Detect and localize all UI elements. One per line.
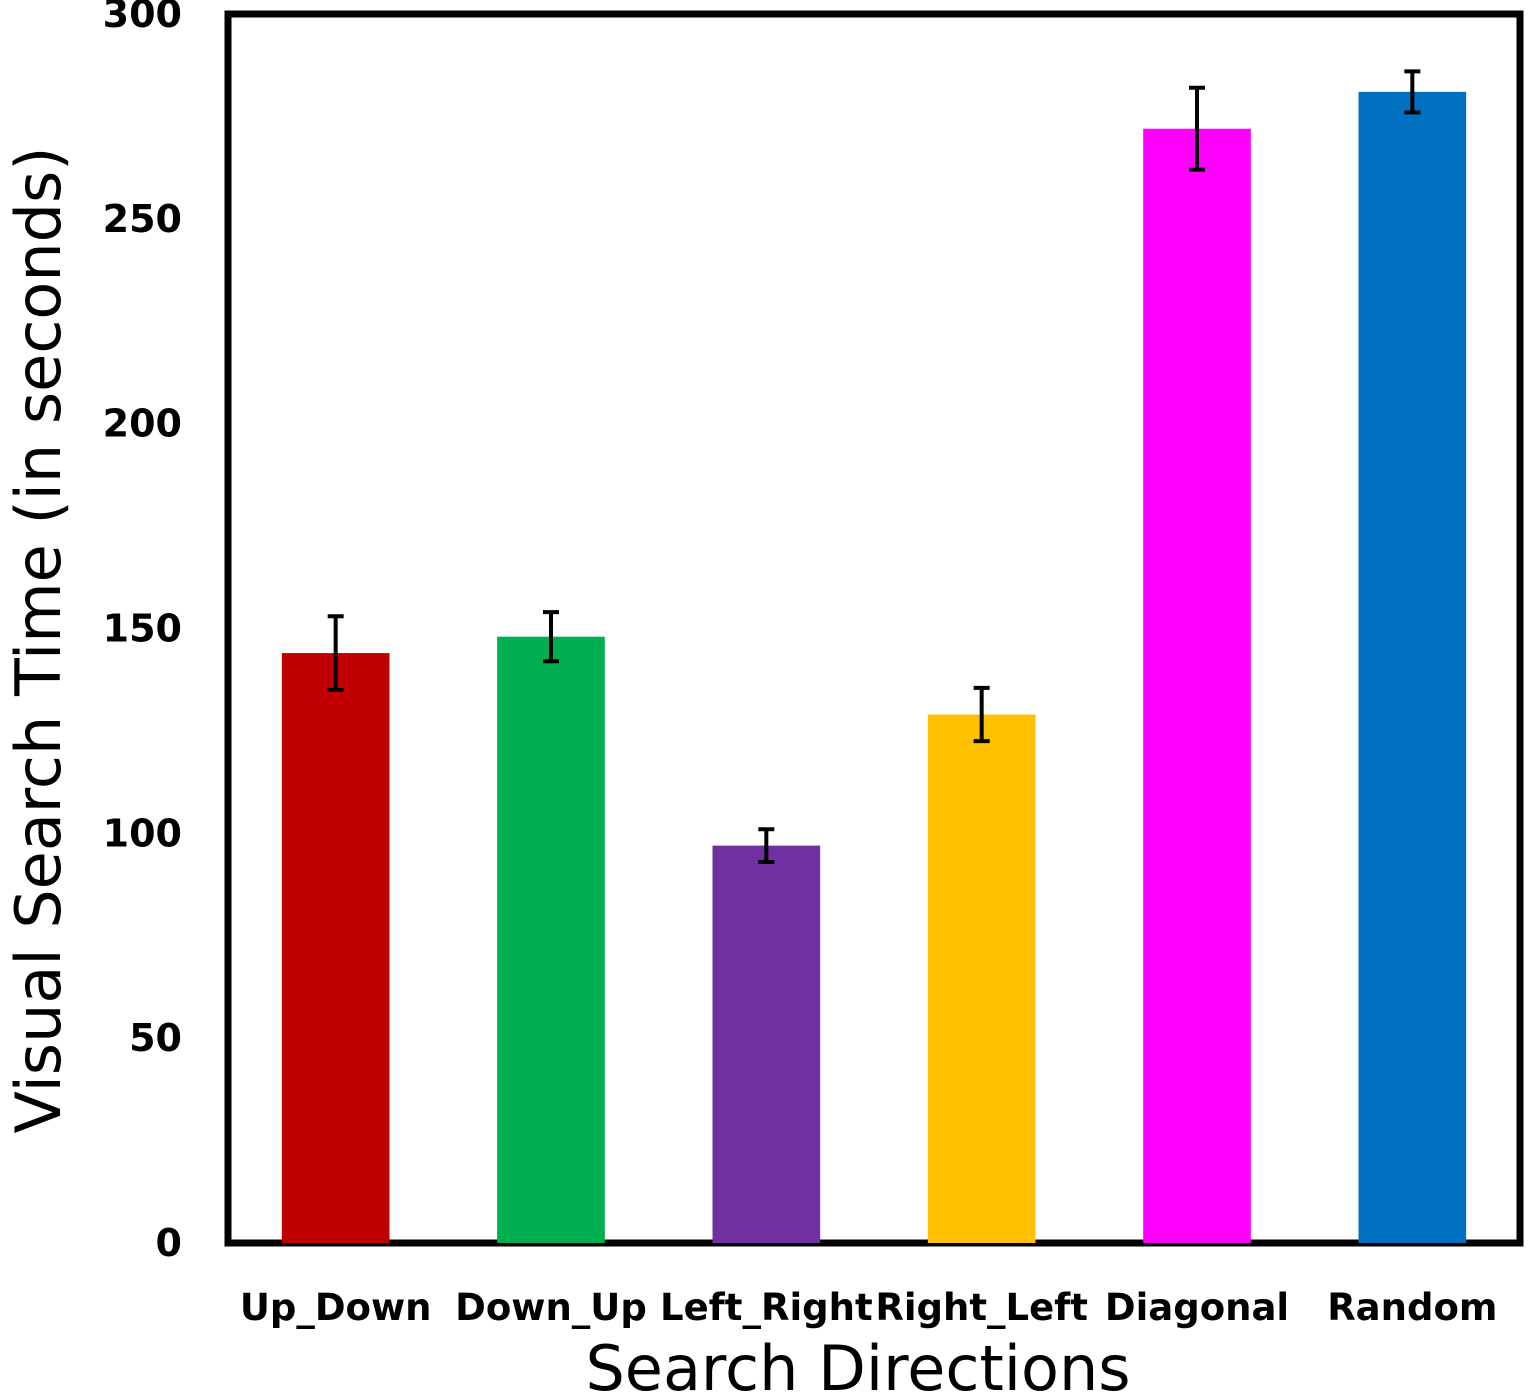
x-tick-label: Up_Down	[240, 1286, 432, 1329]
y-tick-label: 150	[103, 607, 182, 651]
x-tick-label: Down_Up	[455, 1286, 647, 1329]
y-tick-label: 0	[156, 1221, 182, 1265]
bar-diagonal	[1143, 128, 1251, 1243]
y-tick-label: 100	[103, 811, 182, 855]
x-tick-label: Diagonal	[1105, 1286, 1289, 1329]
bar-left-right	[712, 845, 821, 1243]
error-bar-down-up	[543, 610, 559, 664]
x-axis-title: Search Directions	[585, 1332, 1130, 1399]
x-tick-label: Right_Left	[875, 1286, 1088, 1329]
y-axis-title: Visual Search Time (in seconds)	[2, 147, 75, 1134]
error-bar-right-left	[973, 685, 990, 744]
x-tick-label: Random	[1327, 1286, 1497, 1329]
x-tick-label: Left_Right	[660, 1286, 873, 1329]
bar-down-up	[497, 636, 605, 1243]
bars-group	[281, 91, 1467, 1243]
plot-frame	[224, 10, 1524, 1247]
bar-right-left	[927, 714, 1036, 1243]
y-tick-label: 300	[103, 0, 182, 36]
error-bar-up-down	[327, 614, 344, 692]
bar-up-down	[281, 653, 390, 1243]
x-category-labels: Up_Down Down_Up Left_Right Right_Left Diagon…	[240, 1286, 1498, 1329]
error-bar-diagonal	[1189, 85, 1205, 172]
y-tick-labels: 0 50 100 150 200 250 300	[103, 0, 182, 1265]
error-bar-left-right	[758, 827, 775, 865]
bar-random	[1358, 91, 1467, 1243]
error-bars-group	[327, 69, 1421, 865]
y-tick-label: 250	[103, 197, 182, 241]
error-bar-random	[1404, 69, 1421, 115]
y-tick-label: 200	[103, 402, 182, 446]
y-tick-label: 50	[129, 1016, 182, 1060]
